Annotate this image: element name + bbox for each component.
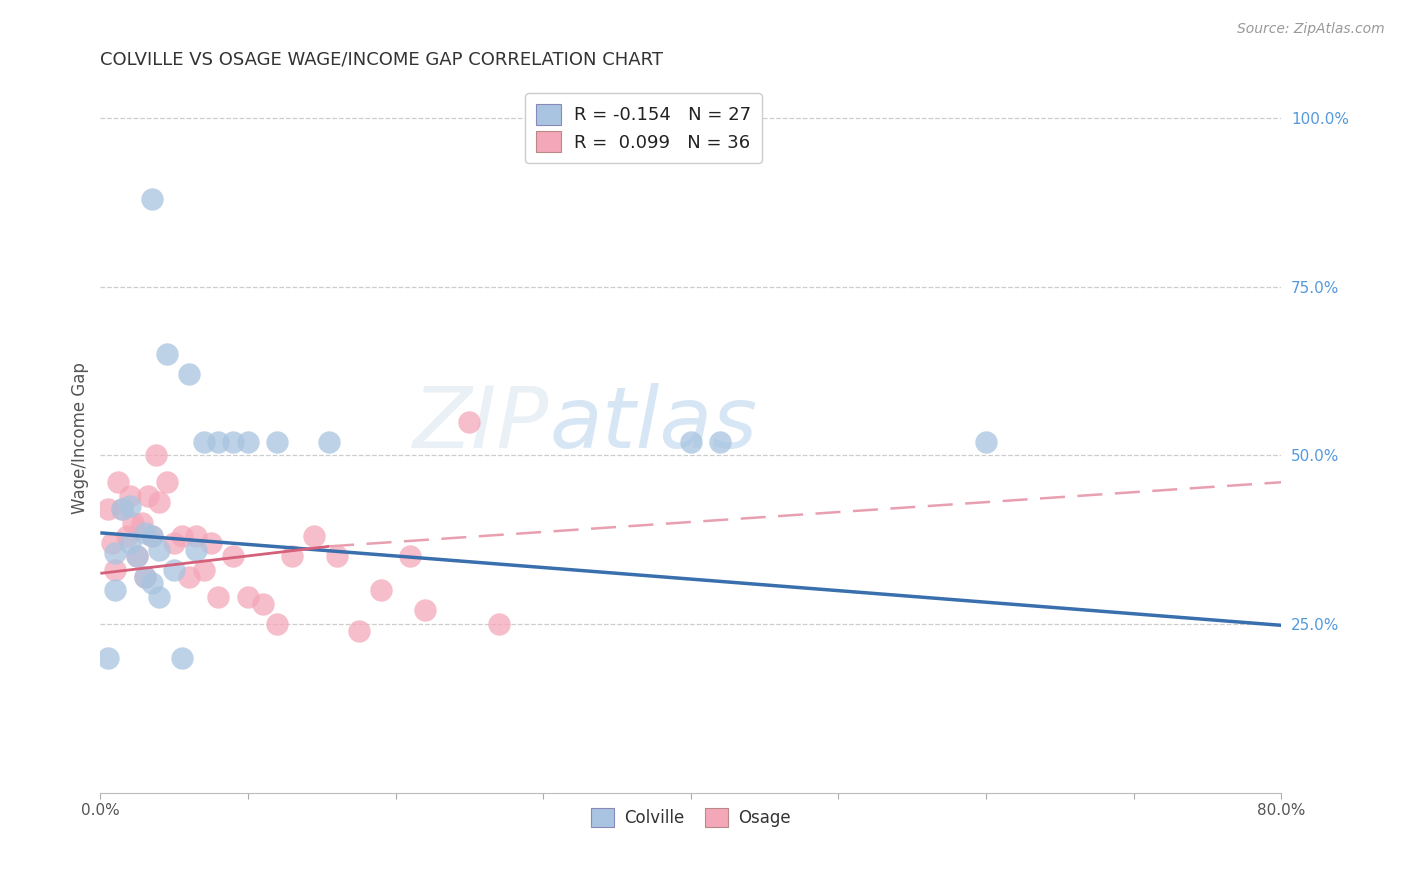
Point	[207, 434, 229, 449]
Point	[281, 549, 304, 564]
Point	[118, 499, 141, 513]
Point	[97, 502, 120, 516]
Point	[170, 650, 193, 665]
Point	[111, 502, 134, 516]
Point	[145, 448, 167, 462]
Point	[318, 434, 340, 449]
Point	[115, 529, 138, 543]
Point	[347, 624, 370, 638]
Point	[170, 529, 193, 543]
Point	[118, 489, 141, 503]
Point	[121, 516, 143, 530]
Point	[148, 590, 170, 604]
Point	[163, 563, 186, 577]
Point	[370, 583, 392, 598]
Point	[186, 529, 208, 543]
Point	[148, 542, 170, 557]
Point	[141, 529, 163, 543]
Point	[488, 617, 510, 632]
Point	[186, 542, 208, 557]
Point	[222, 549, 245, 564]
Point	[304, 529, 326, 543]
Point	[97, 650, 120, 665]
Text: atlas: atlas	[548, 383, 756, 466]
Point	[399, 549, 422, 564]
Y-axis label: Wage/Income Gap: Wage/Income Gap	[72, 362, 89, 515]
Point	[236, 590, 259, 604]
Point	[156, 347, 179, 361]
Point	[458, 415, 481, 429]
Point	[252, 597, 274, 611]
Point	[127, 549, 149, 564]
Text: ZIP: ZIP	[413, 383, 548, 466]
Point	[131, 516, 153, 530]
Point	[193, 563, 215, 577]
Point	[136, 489, 159, 503]
Point	[709, 434, 731, 449]
Point	[325, 549, 347, 564]
Point	[200, 536, 222, 550]
Point	[134, 525, 156, 540]
Point	[177, 368, 200, 382]
Point	[163, 536, 186, 550]
Point	[679, 434, 702, 449]
Text: Source: ZipAtlas.com: Source: ZipAtlas.com	[1237, 22, 1385, 37]
Point	[193, 434, 215, 449]
Point	[134, 570, 156, 584]
Point	[118, 536, 141, 550]
Point	[413, 603, 436, 617]
Point	[177, 570, 200, 584]
Point	[104, 546, 127, 560]
Point	[104, 583, 127, 598]
Point	[207, 590, 229, 604]
Point	[141, 529, 163, 543]
Text: COLVILLE VS OSAGE WAGE/INCOME GAP CORRELATION CHART: COLVILLE VS OSAGE WAGE/INCOME GAP CORREL…	[100, 51, 664, 69]
Point	[127, 549, 149, 564]
Point	[974, 434, 997, 449]
Point	[236, 434, 259, 449]
Point	[134, 570, 156, 584]
Point	[107, 475, 129, 490]
Point	[266, 434, 288, 449]
Point	[148, 495, 170, 509]
Point	[101, 536, 124, 550]
Legend: Colville, Osage: Colville, Osage	[585, 801, 797, 834]
Point	[111, 502, 134, 516]
Point	[222, 434, 245, 449]
Point	[141, 192, 163, 206]
Point	[156, 475, 179, 490]
Point	[141, 576, 163, 591]
Point	[266, 617, 288, 632]
Point	[104, 563, 127, 577]
